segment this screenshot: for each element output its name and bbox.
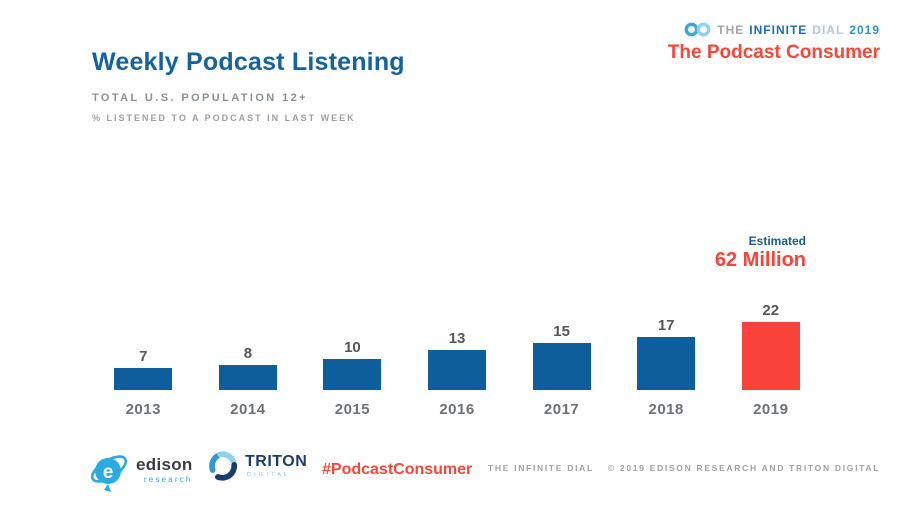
logo-word-infinite: INFINITE [749,22,808,37]
estimate-label: Estimated [748,234,806,248]
chart-column-2016: 13 2016 [405,292,510,418]
chart-column-2015: 10 2015 [300,292,405,418]
chart-column-2013: 7 2013 [91,292,196,418]
x-axis-label: 2015 [334,401,371,418]
logo-word-dial: DIAL [812,22,845,37]
triton-logo-icon [209,451,238,481]
bar-value-label: 7 [139,348,148,365]
edison-sub: research [143,475,193,484]
bar-2019 [741,322,800,390]
infinite-dial-logo: THE INFINITE DIAL 2019 [668,22,880,37]
chart-column-2017: 15 2017 [509,292,614,418]
triton-sub: DIGITAL [247,472,291,478]
x-axis-label: 2018 [648,401,684,418]
copyright-report-name: THE INFINITE DIAL [488,463,594,473]
x-axis-label: 2016 [439,401,475,418]
chart-note: % LISTENED TO A PODCAST IN LAST WEEK [92,113,356,123]
bar-chart: 7 2013 8 2014 10 2015 13 2016 15 2017 17 2018 22 2019 [91,292,823,418]
chart-column-2019: 22 2019 [718,292,823,418]
hashtag: #PodcastConsumer [322,461,473,478]
chart-subtitle: TOTAL U.S. POPULATION 12+ [92,92,308,104]
bar-2016 [428,350,487,390]
x-axis-label: 2013 [125,401,161,418]
chart-column-2018: 17 2018 [614,292,719,418]
edison-logo-text: edison research [136,456,193,484]
chart-column-2014: 8 2014 [196,292,301,418]
bar-2017 [532,343,591,390]
x-axis-label: 2019 [753,401,789,418]
bar-2015 [323,359,382,390]
bar-2014 [218,365,277,390]
copyright-line: THE INFINITE DIAL © 2019 EDISON RESEARCH… [488,463,880,473]
triton-name: TRITON [245,453,308,470]
edison-research-logo: e edison research [88,444,193,496]
bar-value-label: 8 [243,345,253,362]
triton-digital-logo: TRITON DIGITAL [207,450,307,482]
logo-word-year: 2019 [849,22,880,37]
report-title: The Podcast Consumer [667,42,880,63]
page-title: Weekly Podcast Listening [92,48,405,76]
copyright-text: © 2019 EDISON RESEARCH AND TRITON DIGITA… [607,463,881,473]
bar-value-label: 13 [448,330,466,347]
logo-word-the: THE [717,22,745,37]
header: Weekly Podcast Listening TOTAL U.S. POPU… [92,48,405,123]
bar-value-label: 17 [657,317,675,334]
edison-logo-icon: e [90,455,128,492]
x-axis-label: 2014 [230,401,266,418]
bar-2018 [637,337,696,390]
bar-value-label: 15 [553,323,570,340]
bar-2013 [114,368,173,390]
edison-name: edison [136,455,193,474]
svg-text:e: e [103,462,114,483]
estimate-value: 62 Million [714,249,806,271]
brand-block: THE INFINITE DIAL 2019 The Podcast Consu… [668,22,880,64]
infinity-icon [684,22,711,37]
estimate-annotation: Estimated 62 Million [715,234,806,272]
triton-logo-text: TRITON DIGITAL [245,453,308,479]
bar-value-label: 22 [762,302,780,319]
x-axis-label: 2017 [543,401,580,418]
bar-value-label: 10 [344,339,361,356]
